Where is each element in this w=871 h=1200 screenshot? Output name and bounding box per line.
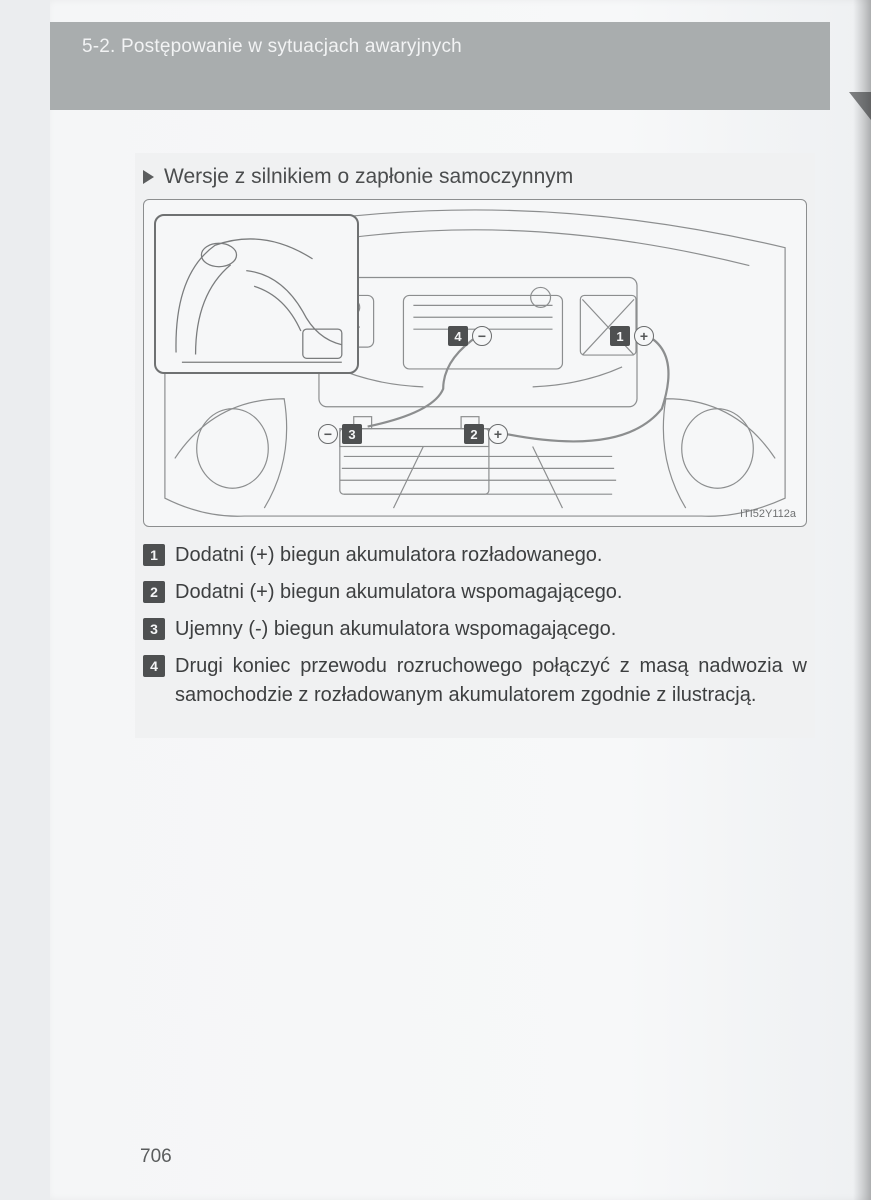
- instruction-list: 1 Dodatni (+) biegun akumulatora rozłado…: [135, 541, 815, 738]
- content-box: Wersje z silnikiem o zapłonie samoczynny…: [135, 153, 815, 738]
- engine-diagram: 1 + 2 + 3 − 4 − ITI52Y112a: [143, 199, 807, 527]
- subtitle-row: Wersje z silnikiem o zapłonie samoczynny…: [135, 153, 815, 199]
- list-text-4: Drugi koniec przewodu rozruchowego połąc…: [175, 652, 807, 710]
- list-text-3: Ujemny (-) biegun akumulatora wspomagają…: [175, 615, 807, 644]
- page-surface: 5-2. Postępowanie w sytuacjach awaryjnyc…: [50, 0, 871, 1200]
- section-header-band: 5-2. Postępowanie w sytuacjach awaryjnyc…: [50, 22, 830, 110]
- marker-num: 1: [616, 329, 623, 344]
- diagram-marker-3: 3: [342, 424, 362, 444]
- list-badge-4: 4: [143, 655, 165, 677]
- page-edge-shadow: [853, 0, 871, 1200]
- page-corner-fold: [849, 92, 871, 120]
- list-text-1: Dodatni (+) biegun akumulatora rozładowa…: [175, 541, 807, 570]
- polarity-minus-icon: −: [318, 424, 338, 444]
- list-item: 1 Dodatni (+) biegun akumulatora rozłado…: [143, 541, 807, 570]
- marker-num: 3: [348, 427, 355, 442]
- list-badge-1: 1: [143, 544, 165, 566]
- diagram-image-code: ITI52Y112a: [740, 508, 796, 520]
- section-header-text: 5-2. Postępowanie w sytuacjach awaryjnyc…: [82, 36, 830, 58]
- diagram-marker-2: 2: [464, 424, 484, 444]
- polarity-minus-icon: −: [472, 326, 492, 346]
- callout-inset: [154, 214, 359, 374]
- callout-svg: [156, 216, 357, 372]
- list-badge-3: 3: [143, 618, 165, 640]
- subtitle-text: Wersje z silnikiem o zapłonie samoczynny…: [164, 165, 573, 189]
- polarity-plus-icon: +: [634, 326, 654, 346]
- diagram-marker-1: 1: [610, 326, 630, 346]
- list-badge-2: 2: [143, 581, 165, 603]
- marker-num: 2: [470, 427, 477, 442]
- polarity-plus-icon: +: [488, 424, 508, 444]
- triangle-bullet-icon: [143, 170, 154, 184]
- list-item: 2 Dodatni (+) biegun akumulatora wspomag…: [143, 578, 807, 607]
- list-item: 4 Drugi koniec przewodu rozruchowego poł…: [143, 652, 807, 710]
- list-item: 3 Ujemny (-) biegun akumulatora wspomaga…: [143, 615, 807, 644]
- diagram-marker-4: 4: [448, 326, 468, 346]
- page-number: 706: [140, 1146, 172, 1168]
- list-text-2: Dodatni (+) biegun akumulatora wspomagaj…: [175, 578, 807, 607]
- marker-num: 4: [454, 329, 461, 344]
